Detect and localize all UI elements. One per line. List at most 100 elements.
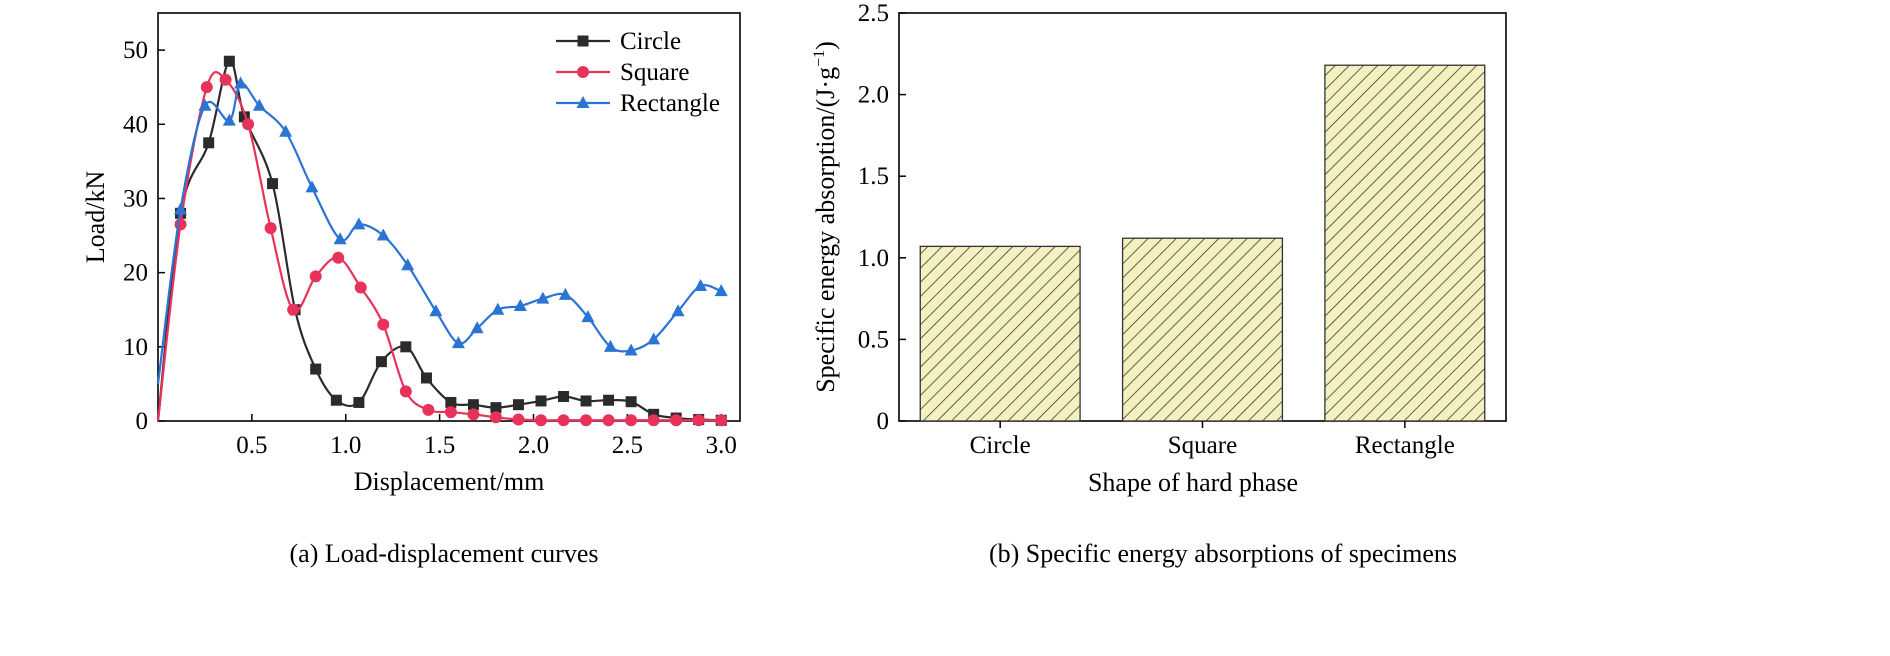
x-tick-label: 2.5 [612,432,643,459]
line-chart-legend: Circle Square Rectangle [556,28,720,117]
data-point-square [715,414,728,427]
data-point-rectangle [603,339,617,352]
data-point-rectangle [513,299,527,312]
data-point-circle [267,178,279,190]
bar-rectangle [1324,64,1486,422]
x-tick-label: 1.0 [330,432,361,459]
y-tick-label: 0 [877,408,890,435]
y-tick-label: 30 [123,185,148,212]
data-point-square [174,218,187,231]
data-point-square [580,414,593,427]
x-tick-label: 0.5 [236,432,267,459]
y-tick-label: 50 [123,37,148,64]
data-point-circle [558,391,570,403]
line-chart-y-ticks: 0 10 20 30 40 50 [123,37,165,435]
bar-chart-x-ticks: Circle Square Rectangle [970,421,1455,459]
data-point-square [399,385,412,398]
line-chart-axes-frame [157,12,741,422]
y-tick-label: 1.5 [858,163,889,190]
data-point-square [467,408,480,421]
bar-chart-y-ticks: 0 0.5 1.0 1.5 2.0 2.5 [858,0,906,435]
x-tick-label: 2.0 [518,432,549,459]
data-point-circle [445,396,457,408]
data-point-square [512,413,525,426]
data-point-square [670,414,683,427]
data-point-rectangle [714,284,728,297]
data-point-rectangle [536,291,550,304]
line-chart-x-axis-label: Displacement/mm [354,467,545,496]
data-point-rectangle [470,321,484,334]
data-point-rectangle [647,332,661,345]
data-point-square [354,281,367,294]
x-tick-label: Circle [970,432,1031,459]
data-point-square [557,414,570,427]
data-point-rectangle [624,343,638,356]
data-point-circle [223,55,235,67]
data-point-circle [238,111,250,123]
data-point-circle [353,396,365,408]
y-tick-label: 2.0 [858,82,889,109]
data-point-square [264,222,277,235]
data-point-rectangle [671,304,685,317]
data-point-rectangle [198,98,212,111]
data-point-square [200,81,213,94]
data-point-square [444,406,457,419]
data-point-square [287,303,300,316]
data-point-square [602,414,615,427]
legend-label-circle: Circle [620,28,681,55]
legend-marker-circle [577,35,589,47]
data-point-circle [535,395,547,407]
data-point-rectangle [234,76,248,89]
bar-circle [919,245,1081,422]
y-tick-label: 1.0 [858,245,889,272]
data-point-circle [625,396,637,408]
line-chart: 0 10 20 30 40 50 0.5 1.0 1.5 2.0 2.5 3.0 Displacem… [81,12,741,568]
data-point-rectangle [429,304,443,317]
x-tick-label: Rectangle [1355,432,1455,459]
data-point-square [242,118,255,131]
data-point-circle [603,394,615,406]
data-point-circle [203,137,215,149]
legend-marker-square [577,66,589,78]
data-point-rectangle [305,180,319,193]
line-chart-y-axis-label: Load/kN [81,171,110,264]
data-point-circle [400,341,412,353]
bar-chart-x-axis-label: Shape of hard phase [1088,468,1298,497]
data-point-square [534,414,547,427]
data-point-rectangle [694,278,708,291]
data-point-rectangle [451,336,465,349]
data-point-square [422,403,435,416]
legend-marker-rectangle [576,96,590,108]
x-tick-label: Square [1168,432,1237,459]
data-point-square [219,73,232,86]
bar-chart-y-axis-label-main: Specific energy absorption/(J·g [811,67,840,393]
series-line-rectangle [156,82,722,385]
data-point-rectangle [558,287,572,300]
bar-chart-bars [919,64,1486,422]
bar-square [1121,237,1284,422]
data-point-rectangle [352,217,366,230]
data-point-circle [330,394,342,406]
legend-label-rectangle: Rectangle [620,90,720,117]
data-point-rectangle [279,124,293,137]
data-point-rectangle [491,302,505,315]
bar-chart: 0 0.5 1.0 1.5 2.0 2.5 Circle Square Rectangle S… [811,0,1507,568]
data-point-circle [375,356,387,368]
data-point-square [647,414,660,427]
data-point-circle [512,399,524,411]
y-tick-label: 20 [123,260,148,287]
data-point-circle [420,372,432,384]
data-point-square [625,414,638,427]
data-point-circle [580,395,592,407]
data-point-square [332,251,345,264]
data-point-square [692,414,705,427]
legend-label-square: Square [620,59,689,86]
bar-chart-y-axis-label: Specific energy absorption/(J·g−1) [811,41,840,393]
data-point-rectangle [252,98,266,111]
line-chart-series [156,55,728,427]
y-tick-label: 2.5 [858,0,889,27]
bar-chart-y-axis-label-sup: −1 [811,50,828,67]
data-point-circle [490,402,502,414]
series-line-square [156,71,722,422]
